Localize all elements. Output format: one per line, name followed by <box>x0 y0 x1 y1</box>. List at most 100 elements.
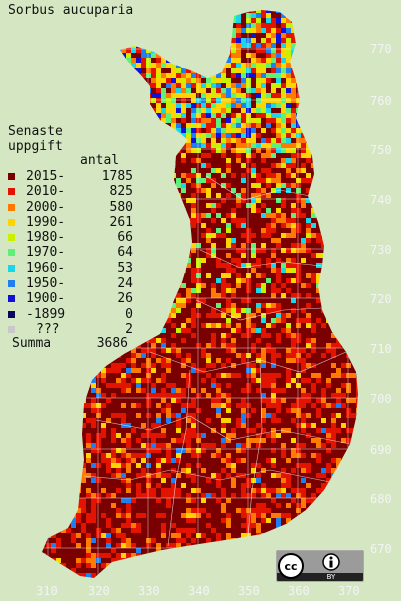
occurrence-cell <box>316 198 321 203</box>
occurrence-cell <box>296 288 301 293</box>
occurrence-cell <box>36 33 41 38</box>
occurrence-cell <box>231 343 236 348</box>
occurrence-cell <box>361 268 366 273</box>
occurrence-cell <box>321 293 326 298</box>
occurrence-cell <box>106 83 111 88</box>
occurrence-cell <box>351 178 356 183</box>
occurrence-cell <box>331 83 336 88</box>
occurrence-cell <box>196 173 201 178</box>
occurrence-cell <box>346 278 351 283</box>
occurrence-cell <box>206 383 211 388</box>
occurrence-cell <box>171 328 176 333</box>
occurrence-cell <box>336 118 341 123</box>
occurrence-cell <box>46 28 51 33</box>
occurrence-cell <box>146 168 151 173</box>
occurrence-cell <box>191 78 196 83</box>
occurrence-cell <box>81 38 86 43</box>
occurrence-cell <box>91 133 96 138</box>
occurrence-cell <box>141 108 146 113</box>
occurrence-cell <box>186 368 191 373</box>
occurrence-cell <box>231 358 236 363</box>
occurrence-cell <box>356 373 358 378</box>
occurrence-cell <box>316 103 321 108</box>
occurrence-cell <box>161 108 166 113</box>
occurrence-cell <box>161 273 166 278</box>
occurrence-cell <box>361 248 366 253</box>
occurrence-cell <box>291 223 296 228</box>
occurrence-cell <box>121 158 126 163</box>
occurrence-cell <box>121 93 126 98</box>
occurrence-cell <box>271 383 276 388</box>
occurrence-cell <box>351 368 356 373</box>
occurrence-cell <box>331 73 336 78</box>
occurrence-cell <box>261 368 266 373</box>
occurrence-cell <box>256 338 261 343</box>
occurrence-cell <box>42 48 46 53</box>
occurrence-cell <box>136 363 141 368</box>
occurrence-cell <box>281 368 286 373</box>
occurrence-cell <box>126 148 131 153</box>
occurrence-cell <box>311 298 316 303</box>
occurrence-cell <box>231 253 236 258</box>
occurrence-cell <box>311 158 316 163</box>
occurrence-cell <box>341 303 346 308</box>
occurrence-cell <box>351 283 356 288</box>
occurrence-cell <box>206 113 211 118</box>
occurrence-cell <box>171 103 176 108</box>
occurrence-cell <box>291 78 296 83</box>
occurrence-cell <box>291 273 296 278</box>
occurrence-cell <box>191 108 196 113</box>
occurrence-cell <box>251 303 256 308</box>
occurrence-cell <box>316 313 321 318</box>
occurrence-cell <box>321 253 326 258</box>
occurrence-cell <box>151 273 156 278</box>
occurrence-cell <box>296 53 301 58</box>
occurrence-cell <box>241 148 246 153</box>
occurrence-cell <box>276 338 281 343</box>
occurrence-cell <box>321 208 326 213</box>
occurrence-cell <box>216 373 221 378</box>
occurrence-cell <box>56 48 61 53</box>
occurrence-cell <box>141 228 146 233</box>
occurrence-cell <box>131 38 136 43</box>
occurrence-cell <box>81 73 86 78</box>
occurrence-cell <box>151 58 156 63</box>
occurrence-cell <box>331 18 336 23</box>
occurrence-cell <box>121 58 126 63</box>
occurrence-cell <box>296 128 301 133</box>
occurrence-cell <box>176 303 181 308</box>
occurrence-cell <box>126 383 131 388</box>
occurrence-cell <box>356 93 358 98</box>
occurrence-cell <box>351 313 356 318</box>
occurrence-cell <box>101 138 106 143</box>
occurrence-cell <box>141 93 146 98</box>
occurrence-cell <box>326 223 331 228</box>
occurrence-cell <box>246 103 251 108</box>
occurrence-cell <box>191 173 196 178</box>
occurrence-cell <box>76 73 81 78</box>
occurrence-cell <box>286 223 291 228</box>
occurrence-cell <box>211 358 216 363</box>
occurrence-cell <box>106 373 111 378</box>
occurrence-cell <box>126 53 131 58</box>
occurrence-cell <box>236 58 241 63</box>
occurrence-cell <box>196 113 201 118</box>
occurrence-cell <box>321 328 326 333</box>
occurrence-cell <box>176 43 181 48</box>
occurrence-cell <box>141 23 146 28</box>
occurrence-cell <box>236 333 241 338</box>
occurrence-cell <box>136 328 141 333</box>
occurrence-cell <box>261 78 266 83</box>
occurrence-cell <box>331 318 336 323</box>
occurrence-cell <box>166 203 171 208</box>
occurrence-cell <box>191 48 196 53</box>
occurrence-cell <box>316 28 321 33</box>
occurrence-cell <box>246 88 251 93</box>
occurrence-cell <box>266 368 271 373</box>
occurrence-cell <box>256 288 261 293</box>
occurrence-cell <box>96 43 101 48</box>
occurrence-cell <box>256 333 261 338</box>
occurrence-cell <box>191 133 196 138</box>
occurrence-cell <box>331 133 336 138</box>
